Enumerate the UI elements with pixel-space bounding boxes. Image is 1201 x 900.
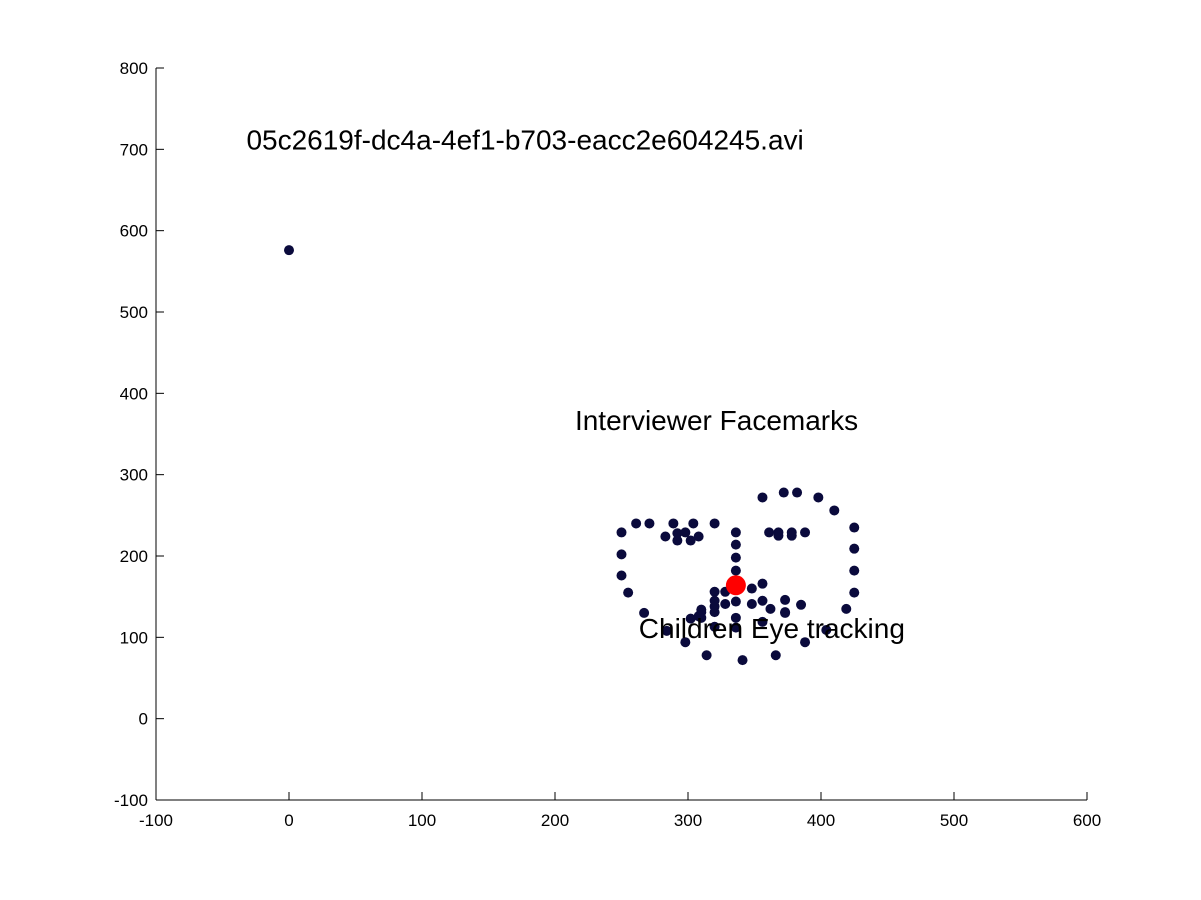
facemark-point: [709, 621, 720, 632]
facemark-point: [764, 527, 775, 538]
facemark-point: [765, 603, 776, 614]
facemark-point: [800, 637, 811, 648]
facemark-point: [821, 625, 832, 636]
facemark-point: [284, 245, 294, 256]
x-tick-label: 100: [408, 811, 436, 830]
y-tick-label: -100: [114, 791, 148, 810]
y-tick-label: 200: [120, 547, 148, 566]
facemark-point: [849, 565, 860, 576]
facemark-point: [730, 622, 741, 633]
x-tick-label: 500: [940, 811, 968, 830]
facemark-point: [786, 530, 797, 541]
eye-tracking-point: [725, 575, 746, 596]
facemark-point: [720, 598, 731, 609]
facemark-point: [631, 518, 642, 529]
facemark-point: [730, 527, 741, 538]
facemark-point: [849, 522, 860, 533]
facemark-point: [730, 596, 741, 607]
facemark-point: [668, 518, 679, 529]
facemark-point: [778, 487, 789, 498]
facemark-point: [672, 528, 683, 539]
facemark-point: [746, 583, 757, 594]
x-tick-label: 400: [807, 811, 835, 830]
facemark-point: [709, 607, 720, 618]
x-tick-label: 600: [1073, 811, 1101, 830]
y-tick-label: 800: [120, 59, 148, 78]
facemark-point: [841, 603, 852, 614]
facemark-point: [672, 535, 683, 546]
annotation-label: 05c2619f-dc4a-4ef1-b703-eacc2e604245.avi: [246, 124, 803, 155]
facemark-point: [660, 531, 671, 542]
y-tick-label: 300: [120, 466, 148, 485]
facemark-point: [616, 549, 627, 560]
facemark-point: [730, 552, 741, 563]
facemark-point: [746, 598, 757, 609]
facemark-point: [757, 578, 768, 589]
facemark-point: [693, 611, 704, 622]
facemark-point: [644, 518, 655, 529]
x-tick-label: 200: [541, 811, 569, 830]
facemark-point: [693, 531, 704, 542]
x-tick-label: -100: [139, 811, 173, 830]
facemark-point: [829, 505, 840, 516]
facemark-point: [680, 637, 691, 648]
facemark-point: [701, 650, 712, 661]
facemark-point: [737, 655, 748, 666]
facemark-point: [796, 599, 807, 610]
facemark-point: [730, 539, 741, 550]
facemark-point: [757, 595, 768, 606]
annotation-label: Interviewer Facemarks: [575, 405, 858, 436]
x-tick-label: 0: [284, 811, 293, 830]
facemark-point: [757, 616, 768, 627]
facemark-point: [688, 518, 699, 529]
y-tick-label: 700: [120, 140, 148, 159]
x-tick-label: 300: [674, 811, 702, 830]
facemark-point: [685, 535, 696, 546]
facemark-point: [800, 527, 811, 538]
facemark-point: [680, 527, 691, 538]
annotations: 05c2619f-dc4a-4ef1-b703-eacc2e604245.avi…: [246, 124, 904, 644]
facemark-point: [639, 607, 650, 618]
y-tick-label: 600: [120, 222, 148, 241]
facemark-point: [813, 492, 824, 503]
facemark-point: [616, 527, 627, 538]
facemark-point: [730, 612, 741, 623]
facemark-point: [773, 530, 784, 541]
facemark-point: [709, 595, 720, 606]
data-points: [284, 245, 860, 666]
facemark-point: [849, 543, 860, 554]
y-tick-label: 400: [120, 384, 148, 403]
facemark-point: [685, 613, 696, 624]
facemark-point: [757, 492, 768, 503]
facemark-point: [709, 586, 720, 597]
facemark-point: [770, 650, 781, 661]
facemark-point: [661, 625, 672, 636]
facemark-point: [616, 570, 627, 581]
y-tick-label: 0: [139, 710, 148, 729]
facemark-point: [780, 607, 791, 618]
facemark-point: [709, 518, 720, 529]
y-tick-label: 100: [120, 628, 148, 647]
axes: -100 0 100 200 300 400 500 600 -100 0 100 200 300 400…: [114, 59, 1101, 830]
facemark-point: [730, 565, 741, 576]
y-tick-label: 500: [120, 303, 148, 322]
facemark-point: [780, 594, 791, 605]
facemark-point: [849, 587, 860, 598]
facemark-point: [623, 587, 634, 598]
annotation-label: Children Eye tracking: [639, 613, 905, 644]
facemark-point: [792, 487, 803, 498]
